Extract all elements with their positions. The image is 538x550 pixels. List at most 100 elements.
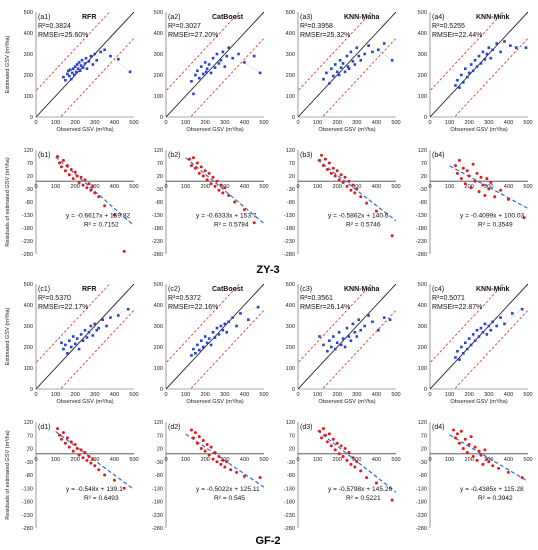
data-point [318,158,322,162]
data-point [331,335,335,338]
panel-a1: 00 100 100 200 200 300 300 400 400 500 500 Observed… [24,10,139,133]
x-tick-label: 0 [296,184,299,190]
r2-label: R² = 0.3942 [478,495,513,502]
data-point [213,450,217,454]
data-point [325,71,328,75]
y-tick-label: 400 [154,303,163,309]
data-point [363,324,366,328]
x-tick-label: 0 [34,184,37,190]
data-point [345,326,349,330]
data-point [211,331,215,334]
data-point [459,429,463,433]
y-tick-label: 400 [24,303,33,309]
data-point [103,204,107,208]
x-tick-label: 0 [428,184,431,190]
data-point [337,331,341,334]
data-point [215,460,219,464]
data-point [64,78,67,82]
error-band-line [59,37,134,117]
y-tick-label: 500 [154,10,163,16]
data-point [85,458,89,462]
y-tick-label: 0 [30,115,33,121]
y-tick-label: -80 [25,473,33,479]
data-point [194,73,197,77]
data-point [97,326,101,330]
data-point [77,181,81,184]
x-tick-label: 100 [181,392,190,398]
error-band-line [321,37,396,117]
y-tick-label: 100 [418,94,427,100]
regression-equation: y = -0.4385x + 115.28 [460,486,524,493]
y-tick-label: 20 [157,447,163,453]
data-point [365,476,369,480]
r2-label: R²=0.3958 [300,23,333,30]
data-point [330,345,333,349]
x-tick-label: 400 [110,457,119,463]
data-point [68,339,71,342]
x-tick-label: 300 [352,120,361,126]
data-point [75,447,79,450]
data-point [335,70,339,74]
data-point [91,334,95,337]
data-point [467,443,471,447]
x-tick-label: 0 [296,120,299,126]
data-point [83,328,87,332]
data-point [374,481,378,485]
data-point [337,452,341,456]
data-point [355,46,359,49]
data-point [89,188,93,192]
data-point [471,162,475,166]
data-point [390,234,394,238]
data-point [225,54,229,58]
data-point [475,328,479,332]
x-axis-title: Observed GSV (m³/ha) [186,127,243,133]
trend-line [449,434,528,482]
data-point [341,454,345,458]
data-point [209,445,213,449]
data-point [343,345,347,349]
data-point [63,169,67,173]
data-point [457,441,461,445]
data-point [499,316,502,319]
y-tick-label: 70 [27,433,33,439]
data-point [509,44,512,47]
r2-label: R²=0.5370 [38,295,71,302]
trend-line [185,157,264,225]
data-point [473,339,477,342]
y-tick-label: -30 [419,187,427,193]
y-tick-label: -30 [155,460,163,466]
data-point [506,197,510,201]
y-tick-label: 20 [289,447,295,453]
data-point [475,65,479,68]
data-point [359,469,363,473]
data-point [487,460,491,464]
r2-label: R²=0.3824 [38,23,71,30]
fit-line [504,308,523,325]
x-tick-label: 500 [391,120,400,126]
data-point [87,182,91,186]
y-tick-label: 120 [286,148,295,154]
data-point [207,171,211,175]
y-tick-label: 100 [286,94,295,100]
y-tick-label: 120 [154,420,163,426]
rmse-label: RMSEr=26.14% [300,304,350,311]
x-tick-label: 200 [201,457,210,463]
data-point [511,312,514,315]
y-tick-label: -230 [284,239,295,245]
data-point [471,69,475,73]
data-point [463,182,467,186]
x-tick-label: 400 [240,392,249,398]
data-point [87,60,91,63]
panel-label: (d1) [38,424,50,431]
y-axis-title: Estimated GSV (m³/ha) [5,35,11,93]
data-point [235,470,239,474]
data-point [203,449,207,453]
data-point [333,174,337,178]
data-point [201,439,205,443]
y-tick-label: -180 [22,226,33,232]
data-point [345,458,349,462]
data-point [323,433,327,437]
data-point [454,84,457,87]
data-point [75,63,79,66]
data-point [341,62,345,65]
